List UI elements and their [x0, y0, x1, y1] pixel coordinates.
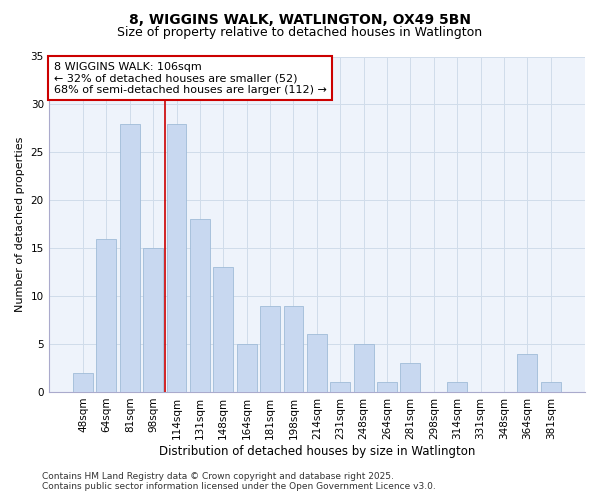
Bar	[353, 344, 374, 392]
Bar	[447, 382, 467, 392]
X-axis label: Distribution of detached houses by size in Watlington: Distribution of detached houses by size …	[158, 444, 475, 458]
Bar	[143, 248, 163, 392]
Text: 8 WIGGINS WALK: 106sqm
← 32% of detached houses are smaller (52)
68% of semi-det: 8 WIGGINS WALK: 106sqm ← 32% of detached…	[54, 62, 327, 94]
Bar	[517, 354, 537, 392]
Bar	[237, 344, 257, 392]
Bar	[400, 363, 421, 392]
Bar	[214, 268, 233, 392]
Bar	[330, 382, 350, 392]
Text: Size of property relative to detached houses in Watlington: Size of property relative to detached ho…	[118, 26, 482, 39]
Bar	[73, 373, 93, 392]
Bar	[167, 124, 187, 392]
Text: 8, WIGGINS WALK, WATLINGTON, OX49 5BN: 8, WIGGINS WALK, WATLINGTON, OX49 5BN	[129, 12, 471, 26]
Bar	[120, 124, 140, 392]
Bar	[190, 220, 210, 392]
Bar	[541, 382, 560, 392]
Bar	[284, 306, 304, 392]
Bar	[260, 306, 280, 392]
Bar	[307, 334, 327, 392]
Y-axis label: Number of detached properties: Number of detached properties	[15, 136, 25, 312]
Bar	[377, 382, 397, 392]
Text: Contains HM Land Registry data © Crown copyright and database right 2025.
Contai: Contains HM Land Registry data © Crown c…	[42, 472, 436, 491]
Bar	[97, 238, 116, 392]
